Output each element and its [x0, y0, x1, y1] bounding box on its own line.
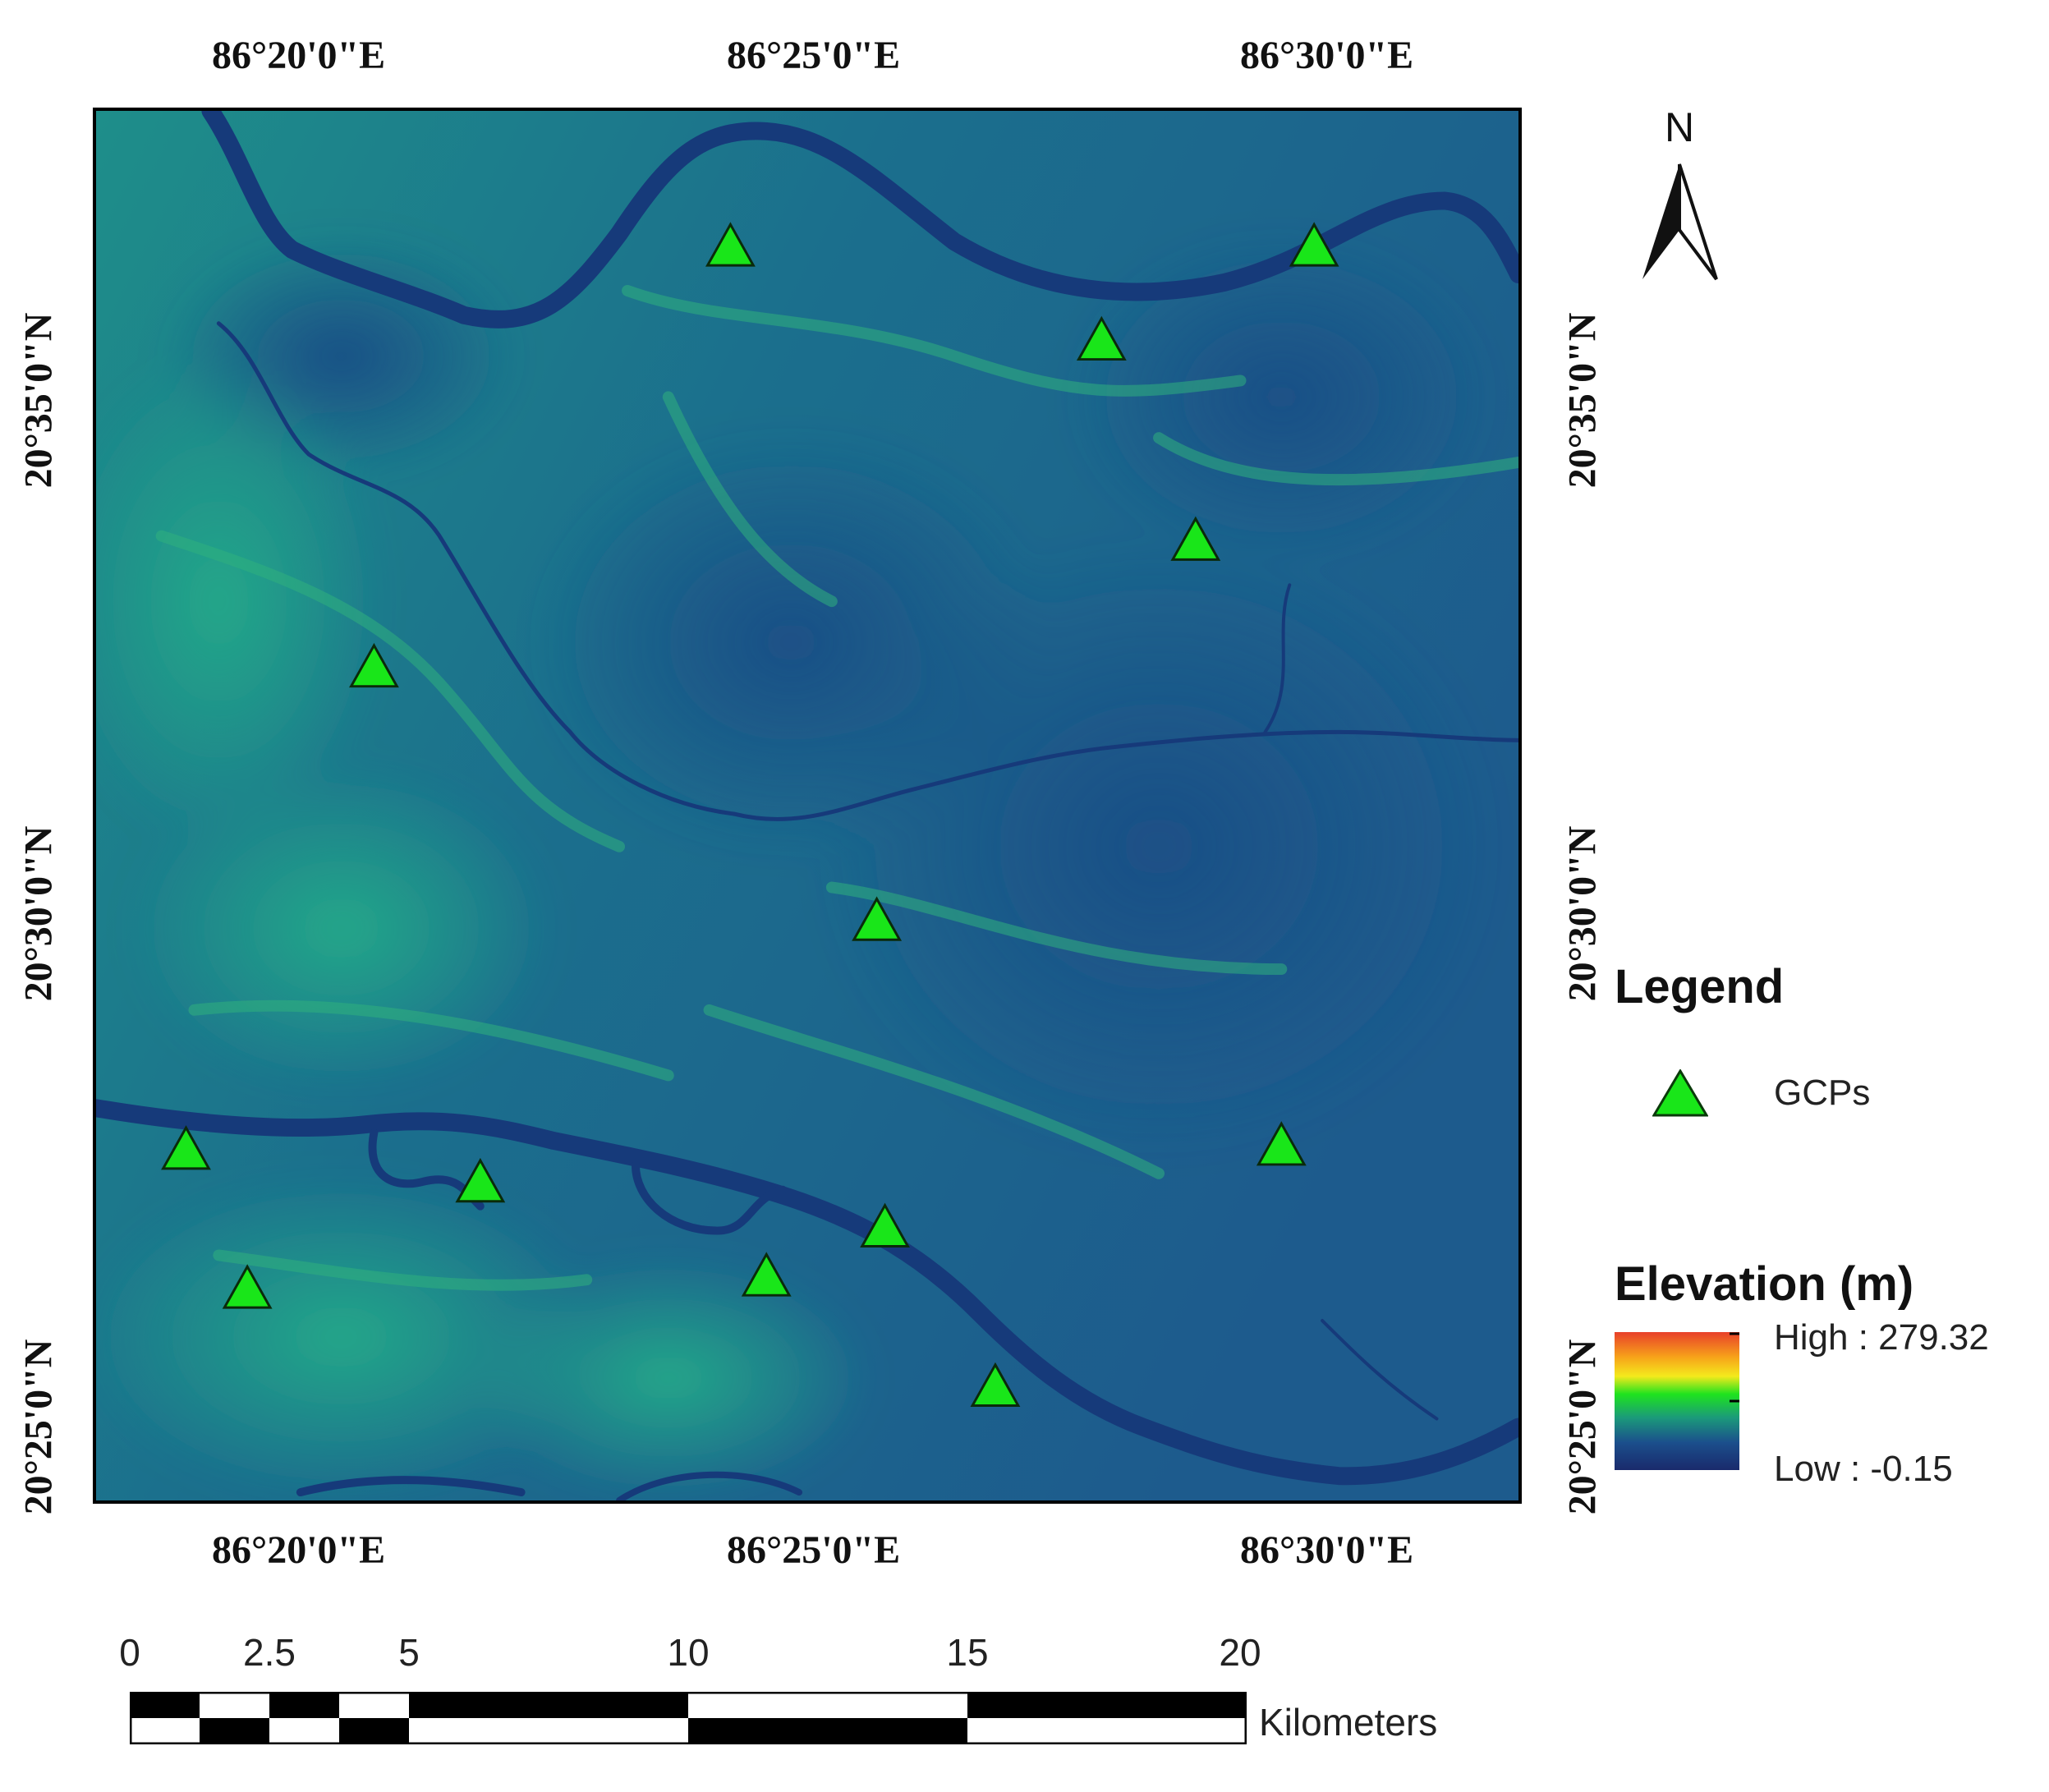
lat-label-left-3: 20°25'0"N: [16, 1339, 61, 1515]
ridges: [155, 284, 1518, 1291]
gcp-marker: [741, 1252, 792, 1297]
scale-tick-5: 5: [398, 1631, 420, 1674]
gcp-marker: [1076, 315, 1127, 361]
lon-label-bottom-2: 86°25'0"E: [727, 1528, 901, 1572]
gcp-marker: [860, 1202, 910, 1248]
rivers: [96, 111, 1518, 1500]
north-arrow-icon: N: [1642, 107, 1718, 281]
scale-unit-label: Kilometers: [1259, 1701, 1438, 1744]
lon-label-top-1: 86°20'0"E: [212, 34, 386, 77]
gcp-marker: [349, 642, 399, 688]
gcp-legend-label: GCPs: [1774, 1073, 1871, 1113]
gcp-marker: [1256, 1121, 1307, 1166]
scale-tick-15: 15: [946, 1631, 989, 1674]
gcp-marker: [970, 1362, 1021, 1408]
elevation-map: [93, 108, 1522, 1504]
lon-label-top-3: 86°30'0"E: [1240, 34, 1414, 77]
gcp-marker: [222, 1264, 273, 1309]
scale-tick-0: 0: [119, 1631, 140, 1674]
elevation-low-label: Low : -0.15: [1774, 1449, 1953, 1489]
lat-label-left-2: 20°30'0"N: [16, 825, 61, 1002]
gcp-legend-icon: [1652, 1069, 1708, 1117]
gcp-marker: [1289, 222, 1339, 267]
gcp-marker: [705, 222, 756, 267]
lon-label-top-2: 86°25'0"E: [727, 34, 901, 77]
scale-bar: [130, 1692, 1247, 1744]
elevation-high-label: High : 279.32: [1774, 1317, 1989, 1358]
lat-label-left-1: 20°35'0"N: [16, 312, 61, 489]
gcp-layer: [161, 222, 1339, 1408]
gcp-marker: [1170, 516, 1221, 561]
lon-label-bottom-1: 86°20'0"E: [212, 1528, 386, 1572]
north-label: N: [1665, 107, 1694, 150]
elevation-title: Elevation (m): [1615, 1257, 1914, 1311]
lat-label-right-2: 20°30'0"N: [1560, 825, 1605, 1002]
map-canvas: [96, 111, 1518, 1500]
legend-title: Legend: [1615, 960, 1785, 1013]
lat-label-right-3: 20°25'0"N: [1560, 1339, 1605, 1515]
scale-tick-10: 10: [667, 1631, 710, 1674]
elevation-color-ramp: [1615, 1332, 1739, 1470]
gcp-marker: [161, 1125, 211, 1170]
lat-label-right-1: 20°35'0"N: [1560, 312, 1605, 489]
gcp-marker: [455, 1157, 506, 1203]
lon-label-bottom-3: 86°30'0"E: [1240, 1528, 1414, 1572]
gcp-marker: [852, 896, 903, 941]
scale-tick-20: 20: [1219, 1631, 1261, 1674]
terrain-shading: [96, 233, 1503, 1500]
scale-tick-2-5: 2.5: [243, 1631, 296, 1674]
